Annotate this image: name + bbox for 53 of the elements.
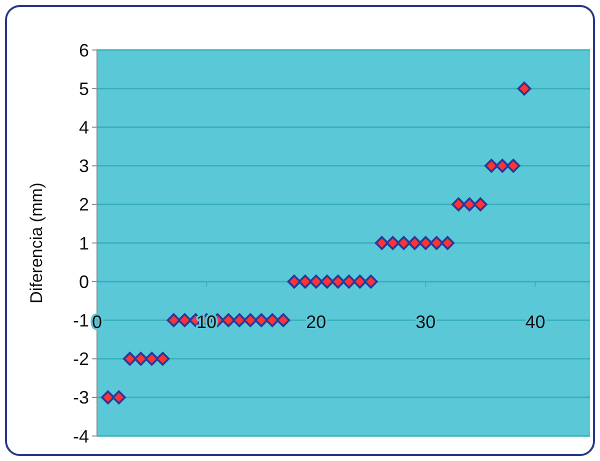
point	[484, 158, 498, 173]
y-tick-label: -3	[72, 388, 89, 408]
point	[156, 352, 170, 366]
point	[166, 313, 181, 328]
y-tick-label: -4	[72, 426, 89, 446]
point	[386, 236, 400, 250]
point	[276, 313, 290, 328]
point	[232, 313, 246, 328]
point	[134, 352, 148, 366]
point	[122, 352, 137, 366]
point	[309, 274, 324, 289]
point	[222, 313, 236, 328]
point	[408, 236, 422, 250]
y-axis-title: Diferencia (mm)	[27, 182, 46, 304]
point	[352, 274, 367, 289]
y-tick-label: 1	[78, 233, 89, 254]
y-tick-label: 3	[78, 156, 89, 176]
point	[112, 390, 126, 404]
point	[298, 274, 312, 289]
point	[331, 274, 345, 289]
x-tick-label: 0	[92, 312, 102, 332]
point	[396, 236, 411, 250]
point	[287, 274, 302, 289]
point	[462, 197, 476, 212]
y-tick-label: 4	[78, 118, 89, 138]
point	[101, 390, 115, 404]
point	[430, 236, 444, 250]
x-tick-label: 10	[196, 312, 217, 332]
y-tick-label: -1	[72, 310, 89, 330]
point	[254, 313, 268, 328]
point	[178, 313, 192, 328]
y-tick-label: 6	[78, 40, 89, 60]
point	[342, 274, 356, 289]
y-tick-label: -2	[72, 349, 89, 370]
point	[144, 352, 159, 366]
y-tick-label: 2	[78, 194, 89, 215]
point	[364, 274, 378, 289]
point	[506, 158, 520, 173]
point	[418, 236, 433, 250]
point	[495, 158, 510, 173]
point	[243, 313, 258, 328]
x-tick-label: 20	[306, 312, 326, 332]
point	[440, 236, 455, 250]
point	[374, 236, 389, 250]
point	[474, 197, 488, 212]
point	[517, 82, 532, 96]
x-tick-label: 30	[416, 312, 436, 332]
y-tick-label: 0	[78, 272, 89, 292]
point	[320, 274, 334, 289]
y-tick-label: 5	[78, 78, 89, 99]
point	[452, 197, 466, 212]
x-tick-label: 40	[525, 312, 546, 332]
point	[265, 313, 280, 328]
